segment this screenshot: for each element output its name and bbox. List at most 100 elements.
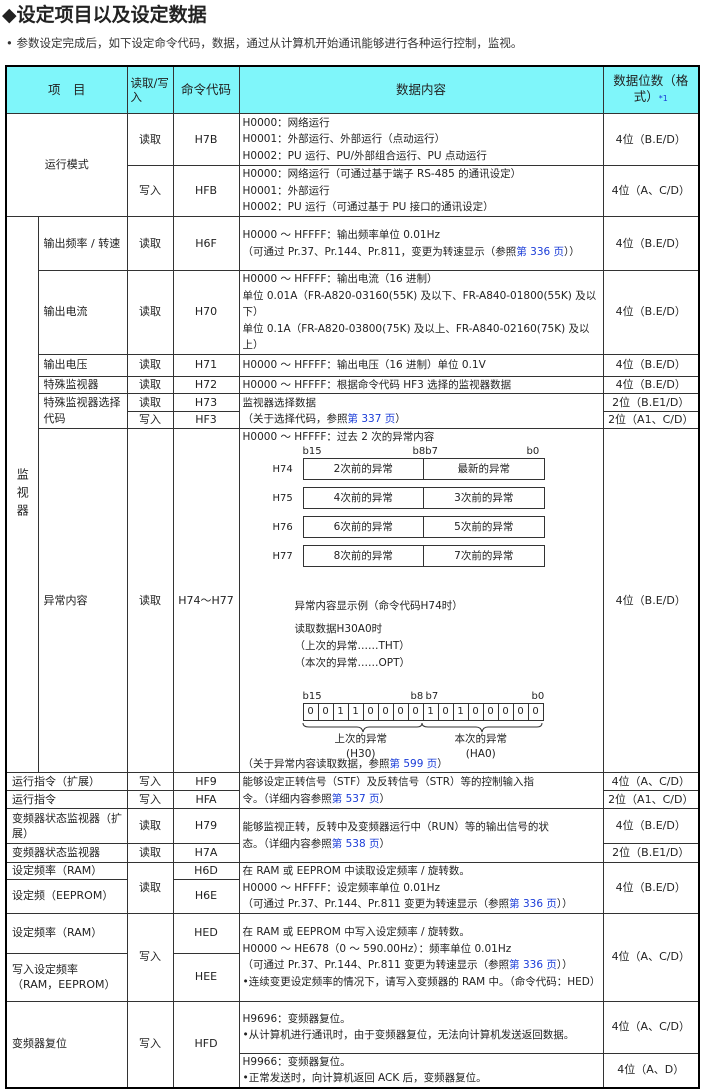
page-link[interactable]: 第 599 页 [389,757,438,770]
text: •连续变更设定频率的情况下，请写入变频器的 RAM 中。（命令代码：HED） [242,975,601,988]
bit-cell: 0 [499,703,514,720]
register-code: H75 [272,492,293,504]
rw: 写入 [126,411,174,429]
table-row: 设定频率（RAM） 读取 H6D 在 RAM 或 EEPROM 中读取设定频率 … [5,861,700,914]
rw: 写入 [126,1000,174,1089]
bit-cell: 0 [319,703,334,720]
code: HF3 [172,411,240,429]
content-line: （可通过 Pr.37、Pr.144、Pr.811，变更为转速显示（参照第 336… [243,244,600,261]
item-label: 变频器状态监视器 [5,843,128,863]
header-digits: 数据位数（格式）*1 [602,65,700,114]
item-label: 运行指令（扩展） [5,772,128,791]
table-header: 项 目 读取/写入 命令代码 数据内容 数据位数（格式）*1 [5,65,700,114]
content-line: H0000 ～ HFFFF：输出电压（16 进制）单位 0.1V [243,357,600,374]
table-row: 设定频率（RAM） 写入 HED 在 RAM 或 EEPROM 中写入设定频率 … [5,912,700,1002]
bit-label: b0 [526,445,540,457]
table-row: 输出电压 读取 H71 H0000 ～ HFFFF：输出电压（16 进制）单位 … [6,353,700,377]
text: 令。（详细内容参照 [242,792,332,805]
register-code: H76 [272,521,293,533]
text: 单位 0.1A（FR-A820-03800(75K) 及以上、FR-A840-0… [242,322,590,352]
table-row: 运行指令（扩展） 写入 HF9 能够设定正转信号（STF）及反转信号（STR）等… [5,772,700,809]
register-box: 2次前的异常 最新的异常 [302,457,545,480]
rw: 读取 [126,393,174,412]
digits: 2位（B.E1/D） [602,393,700,412]
content-line: H0002：PU 运行、PU/外部组合运行、PU 点动运行 [243,148,600,165]
content-line: （关于异常内容读取数据，参照第 599 页） [243,756,600,773]
content-line: H0000：网络运行 [243,115,600,132]
content-line: 令。（详细内容参照第 537 页） [243,791,600,808]
text: ） [437,757,448,770]
monitor-group-label: 监视器 [5,216,39,773]
text: ）） [564,245,580,258]
page-link[interactable]: 第 538 页 [331,837,380,850]
register-half: 7次前的异常 [454,549,514,562]
page-link[interactable]: 第 537 页 [331,792,380,805]
item-label: 输出频率 / 转速 [37,216,128,271]
table-row: 异常内容 读取 H74～H77 H0000 ～ HFFFF：过去 2 次的异常内… [6,428,700,773]
code: HF9 [172,772,240,791]
content-line: H0000 ～ HFFFF：输出电流（16 进制） [243,271,600,288]
content-line: H0000 ～ HFFFF：设定频率单位 0.01Hz [243,880,600,897]
page-link[interactable]: 第 336 页 [509,898,557,910]
table-row: 设定频（EEPROM） H6E [5,879,699,914]
intro-text: • 参数设定完成后，如下设定命令代码，数据，通过从计算机开始通讯能够进行各种运行… [6,36,523,50]
text: H0002：PU 运行、PU/外部组合运行、PU 点动运行 [242,149,487,162]
rw: 读取 [126,216,174,271]
example-read: 读取数据H30A0时 [294,622,383,635]
register-half: 6次前的异常 [304,516,425,537]
bit-cell: 1 [349,703,364,720]
content: H9966：变频器复位。 •正常发送时，向计算机返回 ACK 后，变频器复位。 [238,1052,604,1089]
bit-label: b8b7 [412,445,438,457]
digits: 4位（B.E/D） [602,375,700,394]
register-half: 4次前的异常 [304,487,425,508]
code: HEE [172,952,240,1002]
code: HFA [172,790,240,809]
content: 在 RAM 或 EEPROM 中写入设定频率 / 旋转数。 H0000 ～ HE6… [238,912,604,1002]
table-row: 写入设定频率（RAM，EEPROM） HEE [5,952,699,1002]
content-line: H9966：变频器复位。 [243,1054,600,1071]
text: H0000：网络运行 [242,116,330,129]
register-half: 最新的异常 [457,462,511,475]
text: 态。（详细内容参照 [242,837,332,850]
table-row: 写入 HFB H0000：网络运行（可通过基于端子 RS-485 的通讯设定） H… [6,165,700,217]
table-row: 运行指令 写入 HFA 2位（A1、C/D） [5,790,700,809]
content-line: 在 RAM 或 EEPROM 中写入设定频率 / 旋转数。 [243,924,600,941]
register-code: H77 [272,550,293,562]
item-label: 设定频率（RAM） [5,912,128,954]
table-row: 特殊监视器选择代码 读取 H73 监视器选择数据 （关于选择代码，参照第 337 … [6,393,700,429]
table-row: 变频器状态监视器 读取 H7A 2位（B.E1/D） [5,843,700,863]
rw: 写入 [126,165,174,217]
text: 在 RAM 或 EEPROM 中读取设定频率 / 旋转数。 [242,865,470,877]
content-line: •从计算机进行通讯时，由于变频器复位，无法向计算机发送返回数据。 [243,1027,600,1044]
bit-cell: 0 [304,703,319,720]
example-prev: （上次的异常……THT） [294,639,410,652]
page-link[interactable]: 第 336 页 [516,245,565,258]
fault-head: H0000 ～ HFFFF：过去 2 次的异常内容 [242,431,435,443]
text: •正常发送时，向计算机返回 ACK 后，变频器复位。 [242,1072,487,1085]
code: H70 [172,270,240,355]
content-line: 态。（详细内容参照第 538 页） [243,836,600,853]
digits: 4位（B.E/D） [602,862,700,914]
brace-graphic [302,722,543,732]
digits: 4位（B.E/D） [602,353,700,377]
digits: 4位（A、C/D） [602,912,700,1002]
content: 能够设定正转信号（STF）及反转信号（STR）等的控制输入指 令。（详细内容参照第… [238,772,604,809]
text: •从计算机进行通讯时，由于变频器复位，无法向计算机发送返回数据。 [242,1029,575,1041]
rw: 读取 [126,428,174,773]
content-line: （可通过 Pr.37、Pr.144、Pr.811 变更为转速显示（参照第 336… [243,896,600,913]
digits: 4位（A、C/D） [602,1000,700,1054]
page-link[interactable]: 第 336 页 [509,959,557,971]
content: H0000 ～ HFFFF：输出电流（16 进制） 单位 0.01A（FR-A82… [238,270,604,355]
header-rw: 读取/写入 [126,65,174,114]
content: H0000：网络运行 H0001：外部运行、外部运行（点动运行） H0002：PU … [238,113,604,166]
content-line: 单位 0.01A（FR-A820-03160(55K) 及以下、FR-A840-… [243,288,600,321]
table-row: 监视器 输出频率 / 转速 读取 H6F H0000 ～ HFFFF：输出频率单… [5,216,700,773]
content: 在 RAM 或 EEPROM 中读取设定频率 / 旋转数。 H0000 ～ HFF… [238,862,604,914]
example-curr: （本次的异常……OPT） [294,656,411,669]
digits: 4位（B.E/D） [602,113,700,166]
rw: 读取 [126,270,174,355]
content-line: 能够设定正转信号（STF）及反转信号（STR）等的控制输入指 [243,774,600,791]
register-box: 8次前的异常 7次前的异常 [302,544,545,567]
content: H0000 ～ HFFFF：根据命令代码 HF3 选择的监视器数据 [238,375,604,394]
page-link[interactable]: 第 337 页 [347,413,396,425]
